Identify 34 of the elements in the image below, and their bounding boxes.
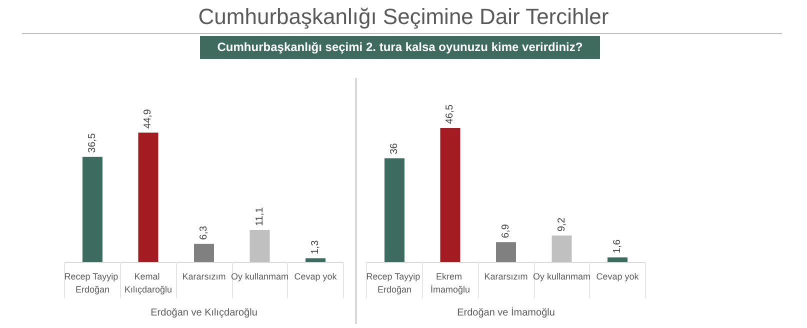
bar — [552, 235, 572, 262]
bar — [306, 258, 326, 262]
data-label: 11,1 — [254, 206, 266, 226]
data-label: 9,2 — [556, 217, 568, 232]
x-tick-label: Oy kullanmam — [231, 272, 289, 282]
bar — [384, 158, 404, 262]
data-label: 36,5 — [86, 132, 98, 153]
bar — [608, 257, 628, 262]
x-tick-label: Ekrem İmamoğlu — [430, 272, 470, 294]
bar — [496, 242, 516, 262]
x-tick-label: Recep Tayyip Erdoğan — [64, 272, 121, 294]
bar — [440, 128, 460, 262]
text: Cumhurbaşkanlığı seçimi 2. tura kalsa oyunuzu kime verirdiniz? — [200, 36, 600, 59]
data-label: 6,3 — [198, 226, 210, 240]
x-tick-label: Kararsızım — [484, 272, 528, 282]
data-label: 1,6 — [612, 239, 624, 254]
bar — [194, 244, 214, 262]
bar — [250, 230, 270, 262]
x-tick-label: Oy kullanmam — [533, 272, 591, 282]
data-label: 6,9 — [500, 224, 512, 238]
x-axis-title: Erdoğan ve İmamoğlu — [457, 306, 555, 318]
text: Cumhurbaşkanlığı Seçimine Dair Tercihler — [197, 4, 610, 30]
data-label: 46,5 — [444, 104, 456, 124]
x-tick-label: Kemal Kılıçdaroğlu — [124, 272, 172, 294]
x-axis-title: Erdoğan ve Kılıçdaroğlu — [150, 308, 258, 318]
x-tick-label: Recep Tayyip Erdoğan — [366, 272, 423, 294]
x-tick-label: Cevap yok — [596, 272, 640, 282]
x-tick-label: Cevap yok — [294, 272, 338, 282]
x-tick-label: Kararsızım — [182, 272, 226, 282]
data-label: 44,9 — [142, 108, 154, 129]
data-label: 36 — [388, 142, 400, 154]
bar — [138, 132, 158, 262]
bar — [82, 156, 102, 262]
data-label: 1,3 — [310, 240, 322, 254]
